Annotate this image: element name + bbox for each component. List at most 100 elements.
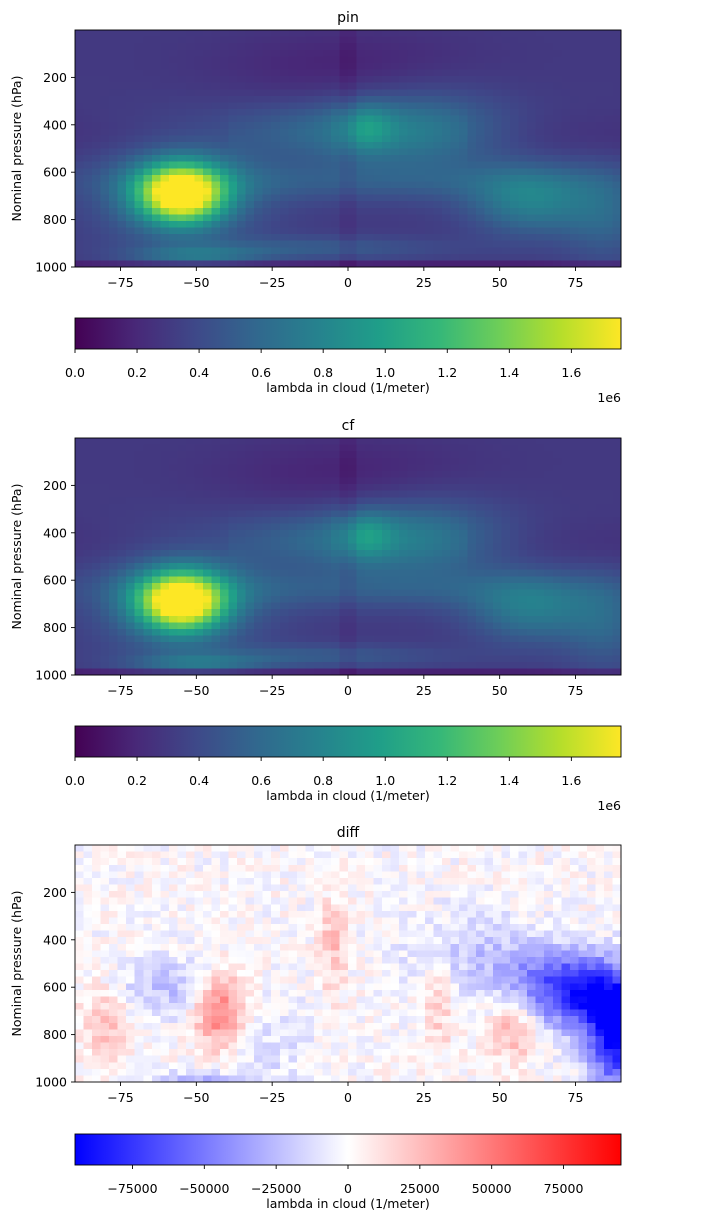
- heatmap-cell: [373, 122, 383, 130]
- heatmap-cell: [92, 917, 102, 925]
- heatmap-cell: [100, 589, 110, 597]
- heatmap-cell: [194, 56, 204, 64]
- heatmap-cell: [407, 56, 417, 64]
- heatmap-cell: [407, 510, 417, 518]
- heatmap-cell: [100, 102, 110, 110]
- heatmap-cell: [382, 451, 392, 459]
- chart-title: cf: [342, 418, 356, 434]
- heatmap-cell: [305, 95, 315, 104]
- heatmap-cell: [228, 661, 238, 670]
- heatmap-cell: [109, 628, 119, 637]
- heatmap-cell: [407, 89, 417, 97]
- heatmap-cell: [185, 135, 196, 143]
- heatmap-cell: [237, 181, 247, 189]
- heatmap-cell: [390, 602, 400, 610]
- heatmap-cell: [424, 82, 434, 90]
- heatmap-cell: [296, 576, 306, 584]
- heatmap-cell: [117, 438, 127, 446]
- heatmap-cell: [109, 917, 119, 925]
- heatmap-cell: [185, 109, 196, 117]
- heatmap-cell: [399, 543, 409, 551]
- heatmap-cell: [211, 135, 221, 143]
- heatmap-cell: [373, 148, 383, 156]
- heatmap-cell: [433, 477, 443, 485]
- heatmap-cell: [160, 155, 170, 163]
- heatmap-cell: [510, 648, 520, 656]
- heatmap-cell: [143, 148, 153, 156]
- heatmap-cell: [245, 174, 255, 183]
- heatmap-cell: [561, 628, 571, 637]
- heatmap-cell: [441, 589, 451, 597]
- heatmap-cell: [578, 240, 588, 248]
- heatmap-cell: [535, 497, 545, 505]
- heatmap-cell: [484, 602, 494, 610]
- heatmap-cell: [254, 549, 264, 558]
- heatmap-cell: [527, 247, 537, 255]
- heatmap-cell: [493, 89, 503, 97]
- heatmap-cell: [168, 635, 178, 643]
- heatmap-cell: [228, 122, 238, 130]
- heatmap-cell: [296, 556, 306, 564]
- heatmap-cell: [322, 576, 332, 584]
- heatmap-cell: [390, 141, 400, 150]
- heatmap-cell: [433, 89, 443, 97]
- heatmap-cell: [510, 128, 520, 136]
- heatmap-cell: [194, 668, 204, 676]
- heatmap-cell: [535, 438, 545, 446]
- heatmap-cell: [109, 622, 119, 630]
- heatmap-cell: [424, 464, 434, 472]
- heatmap-cell: [356, 36, 366, 44]
- heatmap-cell: [288, 609, 298, 617]
- heatmap-cell: [493, 181, 503, 189]
- heatmap-cell: [586, 517, 597, 525]
- heatmap-cell: [313, 615, 324, 623]
- heatmap-cell: [561, 227, 571, 235]
- heatmap-cell: [100, 95, 110, 104]
- heatmap-cell: [202, 161, 213, 169]
- heatmap-cell: [603, 174, 614, 183]
- heatmap-cell: [126, 1042, 136, 1050]
- heatmap-cell: [126, 983, 136, 991]
- heatmap-cell: [126, 622, 136, 630]
- heatmap-cell: [475, 168, 486, 176]
- heatmap-cell: [296, 62, 306, 71]
- heatmap-cell: [75, 1009, 85, 1017]
- heatmap-cell: [134, 615, 144, 623]
- heatmap-cell: [296, 589, 306, 597]
- heatmap-cell: [194, 503, 204, 512]
- heatmap-cell: [126, 161, 136, 169]
- heatmap-cell: [254, 214, 264, 222]
- x-tick-label: 25: [416, 275, 432, 290]
- heatmap-cell: [544, 470, 554, 479]
- heatmap-cell: [552, 122, 562, 130]
- heatmap-cell: [75, 1068, 85, 1077]
- heatmap-cell: [185, 95, 196, 104]
- heatmap-cell: [134, 247, 144, 255]
- heatmap-cell: [92, 115, 102, 123]
- heatmap-cell: [83, 115, 93, 123]
- heatmap-cell: [603, 470, 614, 479]
- heatmap-cell: [177, 484, 187, 492]
- heatmap-cell: [330, 569, 341, 577]
- heatmap-cell: [433, 82, 443, 90]
- heatmap-cell: [561, 168, 571, 176]
- heatmap-cell: [305, 168, 315, 176]
- heatmap-cell: [168, 89, 178, 97]
- heatmap-cell: [382, 470, 392, 479]
- heatmap-cell: [356, 62, 366, 71]
- heatmap-cell: [467, 444, 477, 452]
- heatmap-cell: [475, 642, 486, 650]
- heatmap-cell: [586, 438, 597, 446]
- heatmap-cell: [194, 122, 204, 130]
- y-axis-label: Nominal pressure (hPa): [9, 484, 24, 630]
- heatmap-cell: [313, 484, 324, 492]
- heatmap-cell: [484, 596, 494, 604]
- heatmap-cell: [134, 148, 144, 156]
- heatmap-cell: [416, 240, 426, 248]
- heatmap-cell: [433, 69, 443, 77]
- heatmap-cell: [254, 43, 264, 51]
- heatmap-cell: [603, 668, 614, 676]
- heatmap-cell: [510, 615, 520, 623]
- heatmap-cell: [262, 635, 272, 643]
- heatmap-cell: [339, 589, 349, 597]
